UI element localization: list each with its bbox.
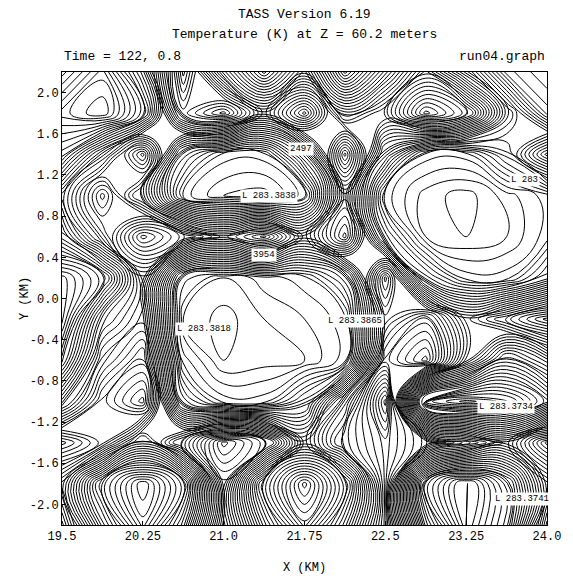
svg-text:L 283.3818: L 283.3818 xyxy=(177,324,231,334)
svg-text:3954: 3954 xyxy=(253,250,275,260)
svg-text:21.0: 21.0 xyxy=(209,530,238,544)
svg-text:Temperature (K) at Z = 60.2 me: Temperature (K) at Z = 60.2 meters xyxy=(172,27,437,42)
svg-text:X (KM): X (KM) xyxy=(283,561,326,575)
svg-text:2497: 2497 xyxy=(290,144,312,154)
svg-text:0.4: 0.4 xyxy=(37,252,59,266)
svg-text:-1.6: -1.6 xyxy=(30,457,59,471)
svg-text:0.0: 0.0 xyxy=(37,293,59,307)
svg-text:0.8: 0.8 xyxy=(37,210,59,224)
svg-text:23.25: 23.25 xyxy=(448,530,484,544)
svg-text:24.0: 24.0 xyxy=(533,530,562,544)
svg-text:run04.graph: run04.graph xyxy=(459,49,545,64)
svg-text:L 283: L 283 xyxy=(511,175,538,185)
svg-text:L 283.3734: L 283.3734 xyxy=(479,402,533,412)
svg-text:2.0: 2.0 xyxy=(37,87,59,101)
svg-text:19.5: 19.5 xyxy=(48,530,77,544)
svg-text:Time = 122, 0.8: Time = 122, 0.8 xyxy=(64,49,181,64)
svg-text:1.6: 1.6 xyxy=(37,128,59,142)
svg-text:20.25: 20.25 xyxy=(125,530,161,544)
svg-text:L 283.3838: L 283.3838 xyxy=(242,191,296,201)
svg-text:TASS Version 6.19: TASS Version 6.19 xyxy=(238,7,371,22)
svg-text:-0.4: -0.4 xyxy=(30,334,59,348)
svg-text:1.2: 1.2 xyxy=(37,169,59,183)
svg-text:21.75: 21.75 xyxy=(286,530,322,544)
svg-text:-1.2: -1.2 xyxy=(30,416,59,430)
svg-text:-0.8: -0.8 xyxy=(30,375,59,389)
svg-text:-2.0: -2.0 xyxy=(30,499,59,513)
svg-text:L 283.3865: L 283.3865 xyxy=(328,316,382,326)
svg-text:Y (KM): Y (KM) xyxy=(18,277,32,320)
svg-text:L 283.3741: L 283.3741 xyxy=(495,494,549,504)
svg-text:22.5: 22.5 xyxy=(371,530,400,544)
